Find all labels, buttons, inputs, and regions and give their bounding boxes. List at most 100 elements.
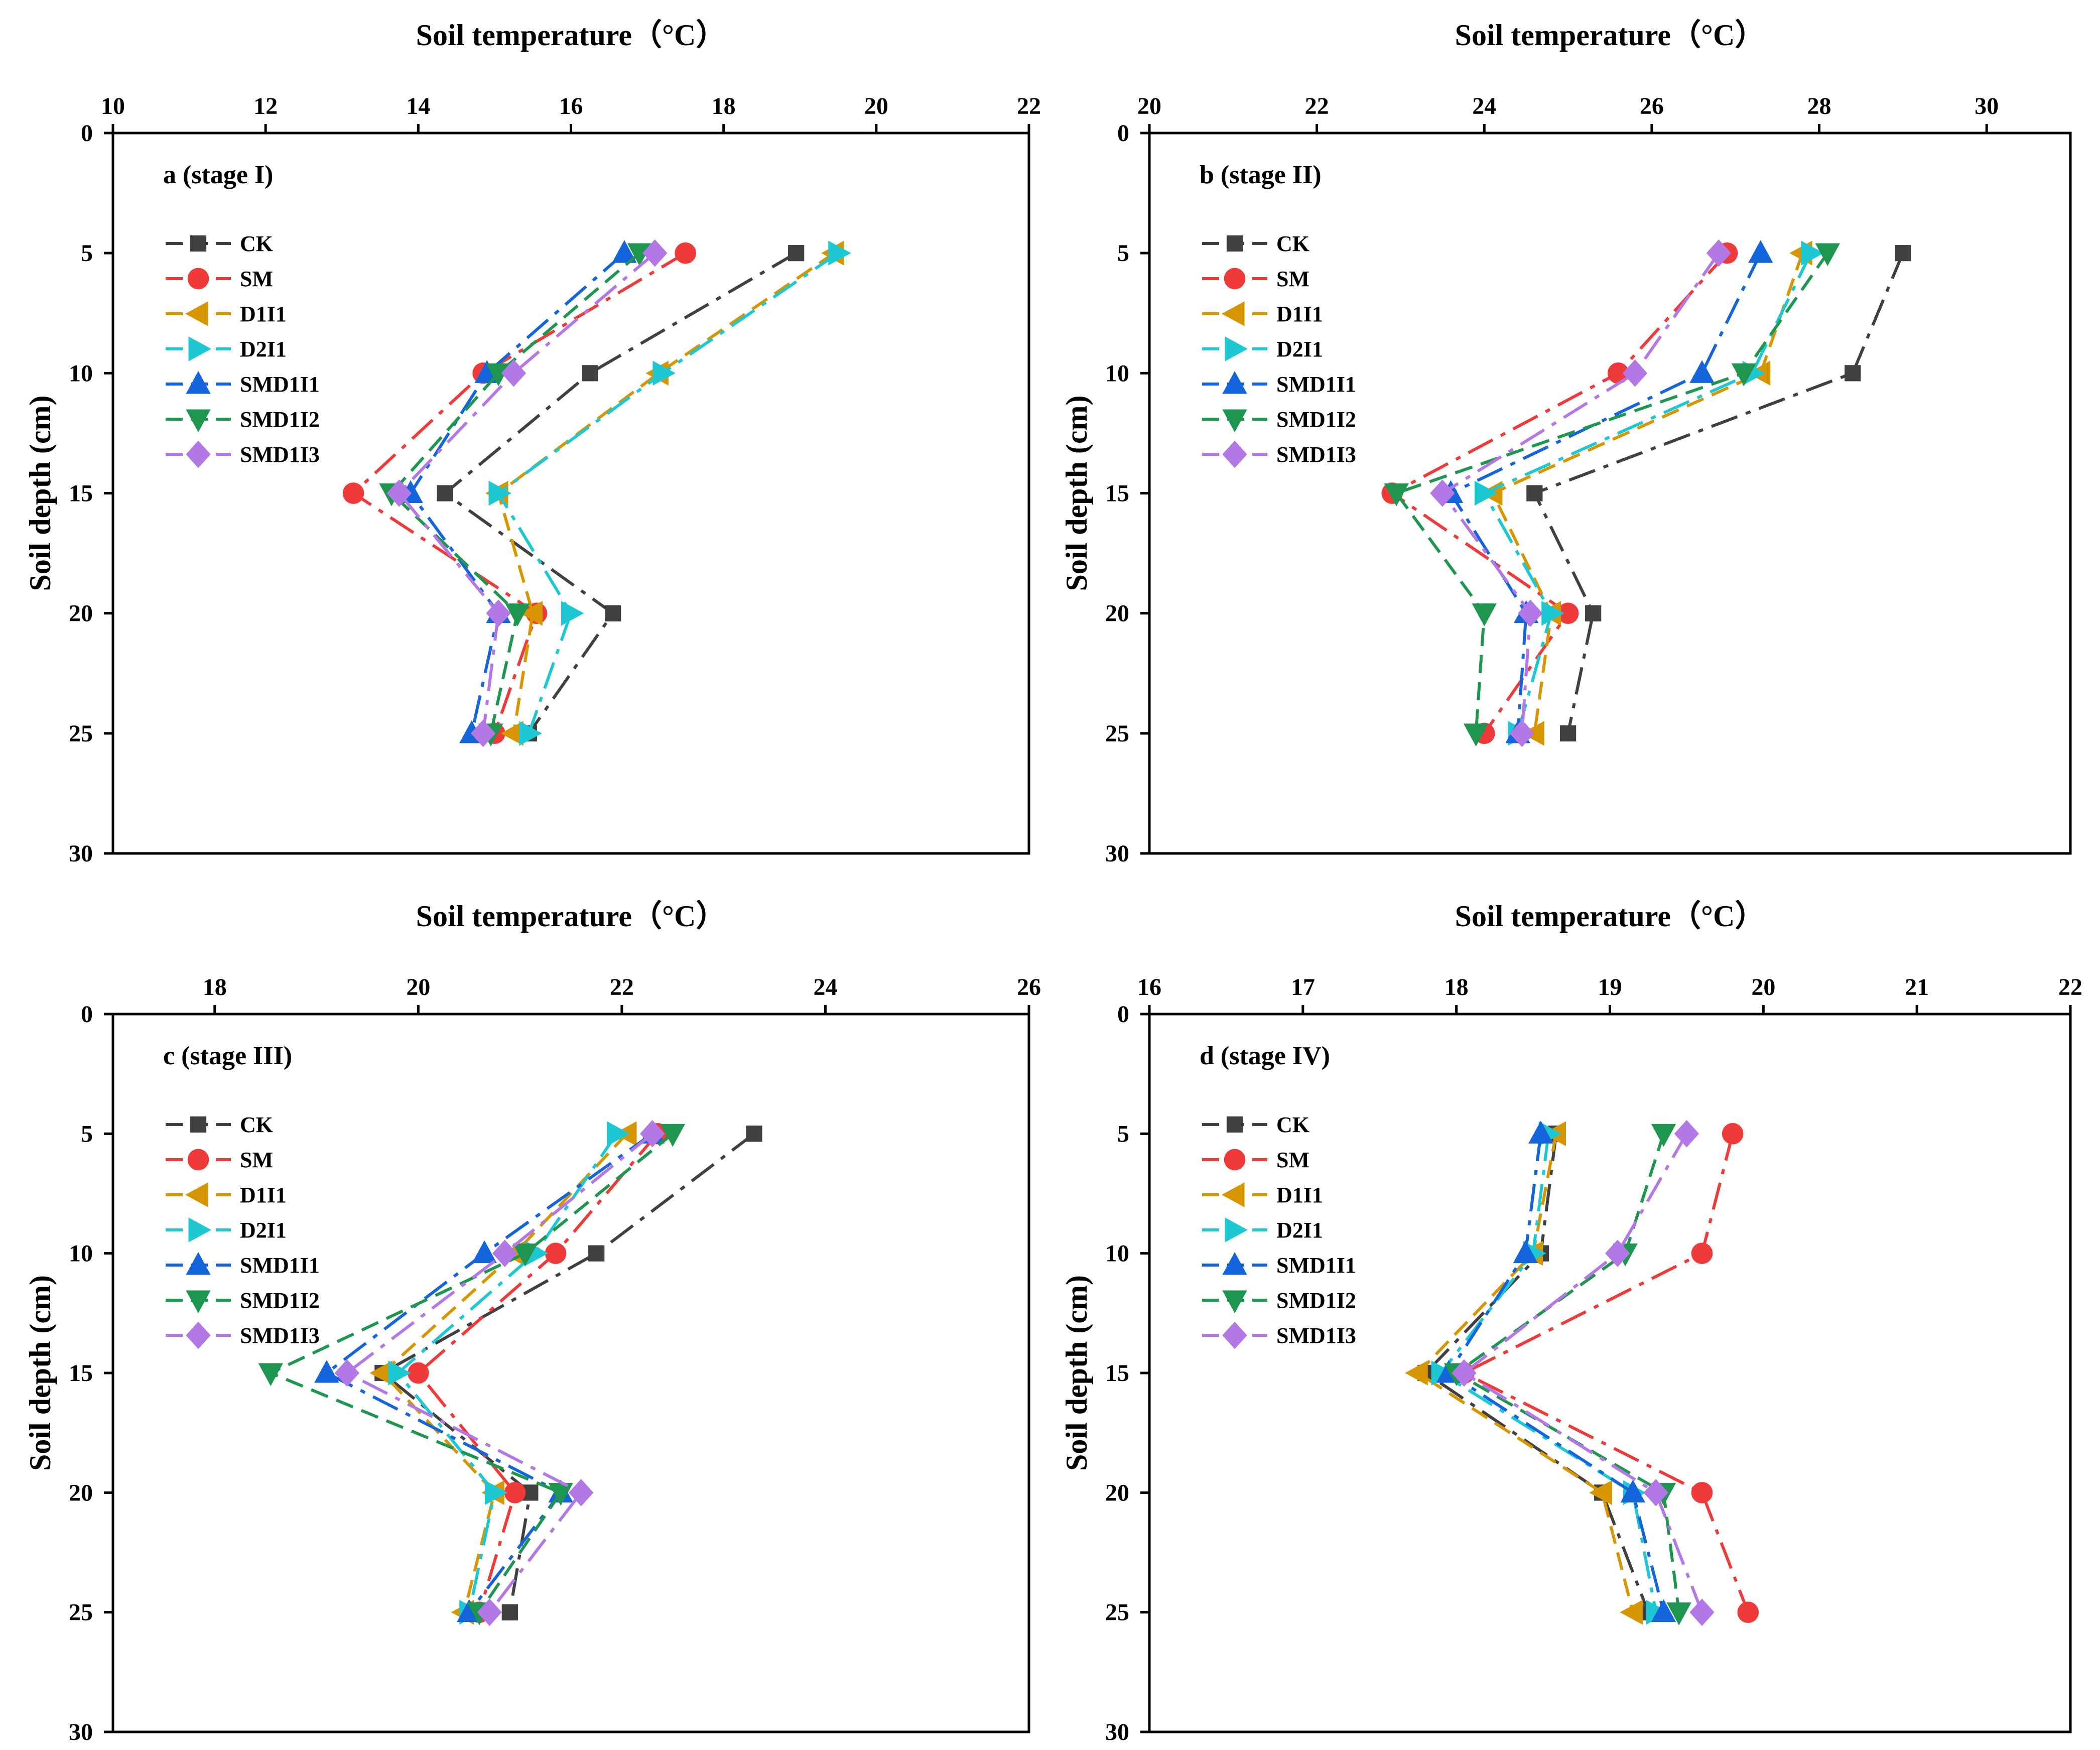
data-point <box>652 360 676 386</box>
series-d2i1 <box>488 240 851 746</box>
data-point <box>501 1604 518 1620</box>
legend-label: D2I1 <box>240 1218 287 1242</box>
data-point <box>504 1482 526 1504</box>
legend-label: D1I1 <box>240 302 287 326</box>
y-tick-label: 20 <box>69 1479 93 1506</box>
data-point <box>334 1359 360 1387</box>
legend-item: SM <box>166 267 273 291</box>
legend-item: SMD1I3 <box>166 440 320 468</box>
legend-label: D2I1 <box>1276 1218 1323 1242</box>
series-line <box>344 1133 653 1613</box>
y-tick-label: 10 <box>69 360 93 387</box>
legend-marker <box>1226 1116 1243 1133</box>
legend-item: SMD1I3 <box>166 1321 320 1349</box>
legend-marker <box>1222 1182 1245 1207</box>
data-point <box>1463 723 1489 746</box>
data-point <box>1526 485 1543 502</box>
panels: 10 12 14 16 18 20 22 0 5 10 15 20 25 30 Soil temperatu… <box>24 18 2082 1745</box>
data-point <box>484 1480 508 1506</box>
data-point <box>1801 240 1824 266</box>
legend-item: SMD1I2 <box>166 407 320 432</box>
data-point <box>1513 1240 1538 1264</box>
x-axis-title: Soil temperature（°C） <box>1455 899 1765 933</box>
legend-marker <box>1222 1252 1247 1275</box>
x-tick-label: 18 <box>712 93 736 119</box>
x-tick-label: 12 <box>253 93 278 119</box>
legend-label: CK <box>1276 231 1309 256</box>
x-tick-label: 21 <box>1905 974 1929 1001</box>
legend-label: SMD1I2 <box>1276 407 1356 432</box>
y-tick-label: 25 <box>69 720 93 747</box>
data-point <box>605 605 621 621</box>
data-point <box>1643 1479 1668 1507</box>
legend-marker <box>190 235 207 252</box>
legend-marker <box>187 1149 209 1171</box>
data-point <box>1605 1239 1630 1267</box>
data-point <box>545 1242 567 1264</box>
data-point <box>388 1360 411 1386</box>
data-point <box>1541 600 1564 626</box>
data-point <box>1430 479 1455 507</box>
data-point <box>627 243 652 267</box>
series-line <box>1461 1133 1750 1613</box>
series-smd1i2 <box>1384 243 1840 746</box>
legend-marker <box>186 1290 211 1313</box>
legend-marker <box>186 1321 211 1349</box>
legend-label: SMD1I3 <box>240 442 320 467</box>
legend-item: D2I1 <box>1202 336 1323 361</box>
data-point <box>548 1482 573 1506</box>
data-point <box>1384 483 1409 507</box>
legend-label: SMD1I2 <box>240 1288 320 1313</box>
legend-label: D1I1 <box>1276 1183 1323 1207</box>
legend-marker <box>1222 301 1245 326</box>
x-tick-label: 22 <box>1017 93 1041 119</box>
legend-marker <box>1226 235 1243 252</box>
x-tick-label: 22 <box>1305 93 1329 119</box>
y-tick-label: 15 <box>69 480 93 507</box>
legend-label: SMD1I1 <box>1276 1253 1356 1278</box>
data-point <box>582 365 598 382</box>
series-line <box>397 252 656 734</box>
legend-item: SMD1I1 <box>166 371 320 397</box>
x-tick-label: 22 <box>610 974 634 1001</box>
y-tick-label: 0 <box>1117 120 1129 147</box>
data-point <box>642 239 668 267</box>
data-point <box>1689 360 1715 383</box>
data-point <box>1559 725 1577 741</box>
data-point <box>314 1360 339 1383</box>
y-tick-label: 5 <box>1117 240 1129 267</box>
legend-marker <box>1222 371 1247 394</box>
x-tick-label: 17 <box>1291 974 1315 1001</box>
legend-item: SM <box>166 1148 273 1172</box>
panel-4: 16 17 18 19 20 21 22 0 5 10 15 20 25 30 Soil temperatu… <box>1060 899 2082 1745</box>
data-point <box>472 1240 497 1264</box>
legend-item: D1I1 <box>166 1182 287 1207</box>
y-tick-label: 15 <box>1105 480 1129 507</box>
x-tick-label: 10 <box>101 93 125 119</box>
y-tick-label: 5 <box>1117 1120 1129 1147</box>
legend-label: SMD1I2 <box>1276 1288 1356 1313</box>
legend-item: SMD1I2 <box>1202 407 1356 432</box>
y-axis-title: Soil depth (cm) <box>24 1275 57 1471</box>
data-point <box>519 721 542 746</box>
data-point <box>258 1363 284 1386</box>
data-point <box>342 482 364 504</box>
legend-marker <box>187 268 209 290</box>
legend-label: SMD1I3 <box>240 1323 320 1348</box>
data-point <box>500 721 523 746</box>
data-point <box>512 1243 538 1267</box>
legend-item: CK <box>1202 231 1309 256</box>
data-point <box>1509 719 1535 747</box>
legend-item: SM <box>1202 267 1309 291</box>
data-point <box>408 1362 429 1384</box>
data-point <box>1689 1598 1715 1626</box>
data-point <box>1528 1120 1553 1144</box>
data-point <box>1589 1480 1612 1506</box>
series-smd1i3 <box>334 1120 665 1626</box>
x-tick-label: 16 <box>559 93 583 119</box>
legend-label: D2I1 <box>1276 337 1323 361</box>
y-tick-label: 10 <box>1105 1240 1129 1267</box>
x-tick-label: 20 <box>1137 93 1161 119</box>
x-tick-label: 26 <box>1017 974 1041 1001</box>
